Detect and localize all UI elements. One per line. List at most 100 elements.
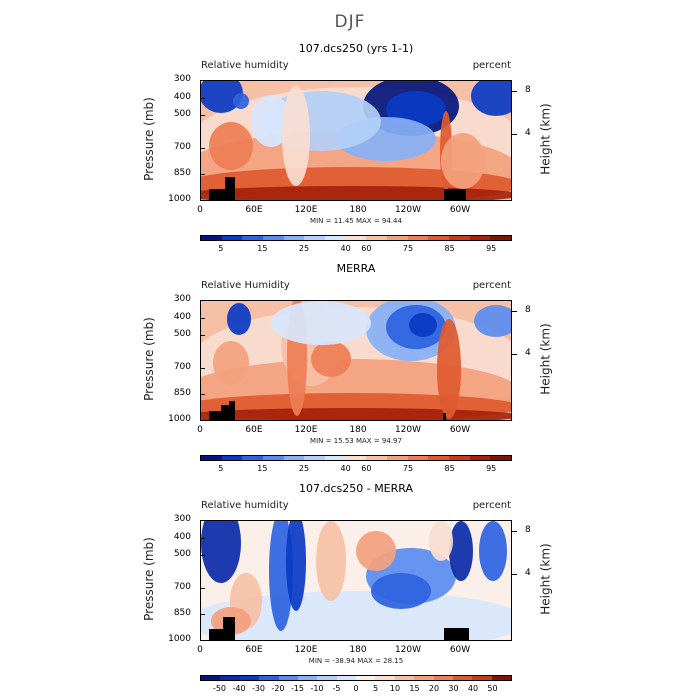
pressure-tick-label: 850 bbox=[173, 388, 191, 398]
contour-region bbox=[282, 86, 310, 186]
longitude-tick-label: 120W bbox=[394, 425, 422, 435]
contour-region bbox=[201, 408, 511, 420]
height-axis-label: Height (km) bbox=[538, 543, 553, 615]
colorbar-label: 5 bbox=[372, 684, 379, 693]
pressure-tick-label: 300 bbox=[173, 514, 191, 524]
colorbar-label: -30 bbox=[251, 684, 266, 693]
colorbar-swatch bbox=[472, 676, 492, 680]
contour-region bbox=[271, 301, 371, 345]
colorbar-swatch bbox=[469, 456, 491, 460]
height-tick-mark bbox=[512, 91, 517, 92]
colorbar-swatch bbox=[317, 676, 337, 680]
colorbar-swatch bbox=[394, 676, 415, 680]
pressure-tick-label: 1000 bbox=[168, 414, 191, 424]
colorbar-swatch bbox=[220, 676, 240, 680]
contour-region bbox=[201, 186, 511, 200]
contour-region bbox=[386, 91, 446, 127]
pressure-tick-label: 500 bbox=[173, 109, 191, 119]
longitude-tick-label: 180 bbox=[349, 645, 367, 655]
pressure-tick-label: 850 bbox=[173, 168, 191, 178]
colorbar-label: 95 bbox=[486, 244, 497, 253]
colorbar-label: 95 bbox=[486, 464, 497, 473]
colorbar-label: 40 bbox=[340, 464, 351, 473]
height-tick-label: 4 bbox=[525, 348, 531, 358]
longitude-tick-label: 180 bbox=[349, 425, 367, 435]
pressure-tick-label: 1000 bbox=[168, 194, 191, 204]
pressure-tick-mark bbox=[200, 588, 205, 589]
topography-mask bbox=[225, 177, 235, 200]
colorbar-swatch bbox=[407, 456, 429, 460]
colorbar-label: 40 bbox=[467, 684, 479, 693]
colorbar-swatch bbox=[325, 236, 346, 240]
colorbar-swatch bbox=[356, 676, 376, 680]
contour-region bbox=[227, 303, 251, 335]
topography-mask bbox=[444, 628, 469, 640]
colorbar-label: -10 bbox=[310, 684, 324, 693]
pressure-tick-mark bbox=[200, 614, 205, 615]
colorbar-swatch bbox=[428, 456, 450, 460]
pressure-tick-mark bbox=[200, 300, 205, 301]
min-max-text: MIN = 15.53 MAX = 94.97 bbox=[310, 437, 402, 445]
colorbar-label: -20 bbox=[271, 684, 285, 693]
colorbar-swatch bbox=[259, 676, 279, 680]
min-max-text: MIN = -38.94 MAX = 28.15 bbox=[308, 657, 404, 665]
colorbar-swatch bbox=[433, 676, 453, 680]
colorbar-label: 50 bbox=[487, 684, 498, 693]
colorbar-swatch bbox=[304, 236, 326, 240]
longitude-tick-label: 0 bbox=[197, 205, 203, 215]
colorbar-swatch bbox=[428, 236, 450, 240]
contour-region bbox=[437, 319, 461, 419]
colorbar-swatch bbox=[263, 456, 284, 460]
contour-plot bbox=[200, 300, 512, 421]
pressure-tick-mark bbox=[200, 555, 205, 556]
colorbar-swatch bbox=[304, 456, 326, 460]
contour-region bbox=[286, 521, 306, 611]
longitude-tick-label: 0 bbox=[197, 645, 203, 655]
pressure-tick-mark bbox=[200, 538, 205, 539]
panel-title: 107.dcs250 - MERRA bbox=[298, 482, 414, 495]
longitude-tick-label: 60E bbox=[245, 425, 263, 435]
pressure-tick-mark bbox=[200, 368, 205, 369]
panel-subtitle-right: percent bbox=[472, 280, 511, 291]
pressure-tick-label: 1000 bbox=[168, 634, 191, 644]
contour-region bbox=[471, 81, 511, 116]
pressure-tick-label: 700 bbox=[173, 362, 191, 372]
pressure-tick-label: 400 bbox=[173, 532, 191, 542]
pressure-tick-label: 400 bbox=[173, 312, 191, 322]
panel-subtitle-right: percent bbox=[472, 500, 511, 511]
colorbar-swatch bbox=[366, 456, 388, 460]
colorbar-swatch bbox=[449, 456, 470, 460]
pressure-tick-mark bbox=[200, 520, 205, 521]
height-tick-mark bbox=[512, 134, 517, 135]
colorbar-label: 85 bbox=[444, 244, 455, 253]
pressure-tick-label: 400 bbox=[173, 92, 191, 102]
topography-mask bbox=[209, 189, 231, 200]
height-tick-label: 4 bbox=[525, 128, 531, 138]
colorbar bbox=[200, 675, 512, 681]
contour-region bbox=[213, 341, 249, 385]
contour-field bbox=[201, 521, 511, 640]
colorbar-swatch bbox=[345, 456, 367, 460]
pressure-tick-mark bbox=[200, 80, 205, 81]
longitude-tick-label: 60W bbox=[449, 645, 471, 655]
colorbar-swatch bbox=[242, 236, 264, 240]
height-tick-mark bbox=[512, 574, 517, 575]
colorbar-swatch bbox=[201, 676, 221, 680]
colorbar-swatch bbox=[239, 676, 260, 680]
pressure-tick-label: 850 bbox=[173, 608, 191, 618]
colorbar-swatch bbox=[297, 676, 318, 680]
panel-title: MERRA bbox=[336, 262, 376, 275]
height-axis-label: Height (km) bbox=[538, 103, 553, 175]
pressure-tick-label: 500 bbox=[173, 549, 191, 559]
pressure-axis-label: Pressure (mb) bbox=[141, 537, 156, 621]
colorbar-swatch bbox=[490, 236, 512, 240]
pressure-tick-mark bbox=[200, 148, 205, 149]
colorbar-swatch bbox=[201, 236, 222, 240]
pressure-tick-mark bbox=[200, 420, 205, 421]
pressure-tick-mark bbox=[200, 394, 205, 395]
pressure-tick-label: 300 bbox=[173, 294, 191, 304]
contour-region bbox=[316, 521, 346, 601]
pressure-axis-label: Pressure (mb) bbox=[141, 97, 156, 181]
contour-field bbox=[201, 81, 511, 200]
contour-region bbox=[311, 341, 351, 377]
